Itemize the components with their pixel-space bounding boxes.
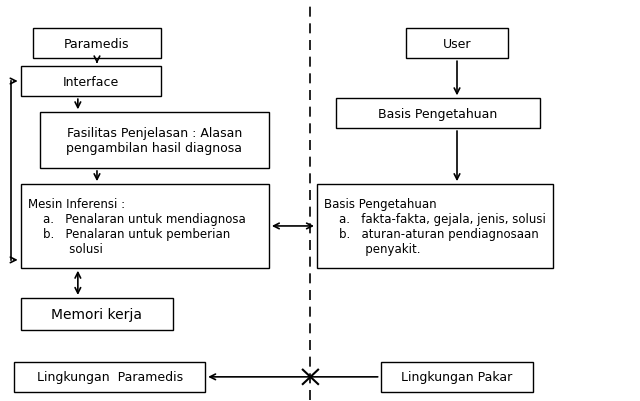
FancyBboxPatch shape (14, 362, 205, 392)
FancyBboxPatch shape (20, 184, 269, 268)
Text: Fasilitas Penjelasan : Alasan
pengambilan hasil diagnosa: Fasilitas Penjelasan : Alasan pengambila… (67, 127, 243, 155)
Text: User: User (443, 38, 471, 51)
FancyBboxPatch shape (336, 99, 540, 129)
FancyBboxPatch shape (317, 184, 552, 268)
Text: Basis Pengetahuan: Basis Pengetahuan (378, 107, 497, 120)
FancyBboxPatch shape (33, 29, 161, 59)
FancyBboxPatch shape (20, 298, 173, 330)
Text: Interface: Interface (63, 75, 119, 89)
FancyBboxPatch shape (20, 67, 161, 97)
Text: Memori kerja: Memori kerja (51, 307, 143, 321)
Text: Lingkungan  Paramedis: Lingkungan Paramedis (36, 370, 183, 383)
Text: Basis Pengetahuan
    a.   fakta-fakta, gejala, jenis, solusi
    b.   aturan-at: Basis Pengetahuan a. fakta-fakta, gejala… (324, 197, 547, 255)
FancyBboxPatch shape (40, 113, 269, 169)
FancyBboxPatch shape (406, 29, 508, 59)
FancyBboxPatch shape (381, 362, 534, 392)
Text: Mesin Inferensi :
    a.   Penalaran untuk mendiagnosa
    b.   Penalaran untuk : Mesin Inferensi : a. Penalaran untuk men… (28, 197, 246, 255)
Text: Lingkungan Pakar: Lingkungan Pakar (401, 370, 513, 383)
Text: Paramedis: Paramedis (64, 38, 130, 51)
